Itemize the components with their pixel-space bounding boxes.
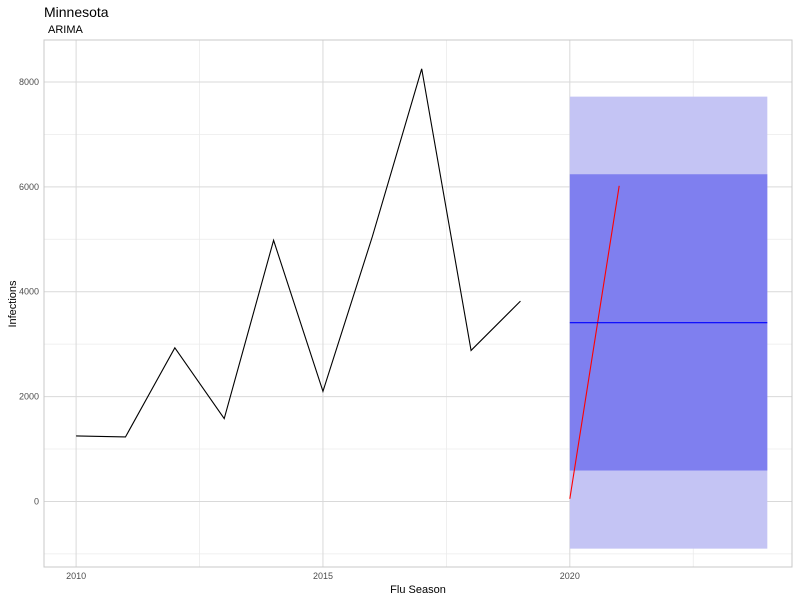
y-tick-label: 4000 [19,287,39,297]
x-tick-label: 2010 [66,571,86,581]
x-tick-label: 2020 [560,571,580,581]
x-axis-title: Flu Season [390,584,446,596]
chart-title: Minnesota [44,4,109,20]
x-tick-label: 2015 [313,571,333,581]
y-tick-labels: 0 2000 4000 6000 8000 [19,77,39,507]
y-tick-label: 8000 [19,77,39,87]
y-axis-title: Infections [7,280,19,328]
chart-subtitle: ARIMA [48,24,83,36]
y-tick-label: 0 [34,496,39,506]
x-tick-labels: 2010 2015 2020 [66,571,580,581]
y-tick-label: 2000 [19,392,39,402]
panel-border [43,39,793,568]
series-lines [76,68,768,499]
y-tick-label: 6000 [19,182,39,192]
series-line-actual [569,185,620,499]
series-line-observed [76,68,521,438]
